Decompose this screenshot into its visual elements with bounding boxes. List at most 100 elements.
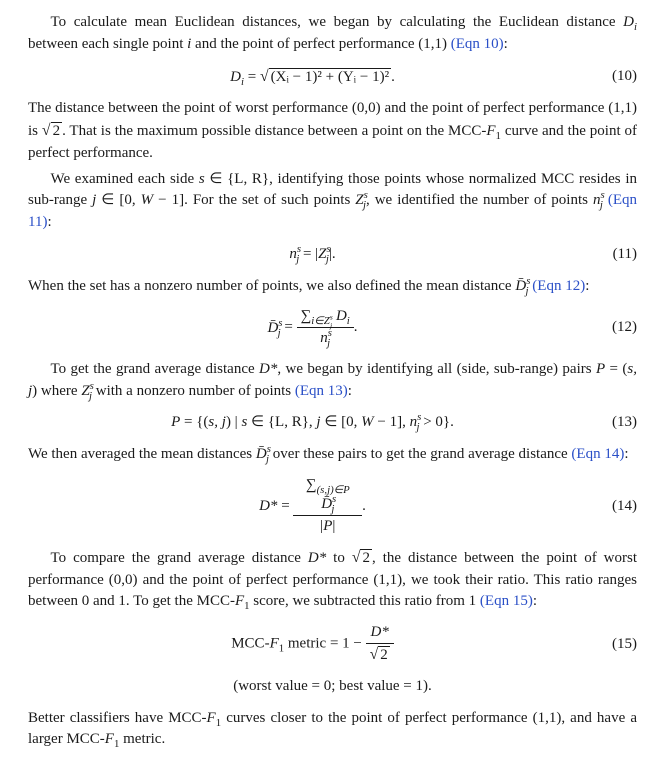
para-compare-ratio: To compare the grand average distance D*… [28,547,637,613]
text: ∈ [0, [96,192,140,208]
eq-number-10: (10) [597,66,637,88]
text: ∈ [0, [321,414,362,430]
sqrt2: 2 [51,122,63,139]
text: Better classifiers have MCC- [28,710,207,726]
text: − 1], [374,414,410,430]
var-Dstar: D* [308,550,326,566]
var-F: F [270,636,279,652]
text: When the set has a nonzero number of poi… [28,278,515,294]
var-Dbar: D̄sj [267,320,280,336]
colon: : [585,278,589,294]
text: To calculate mean Euclidean distances, w… [51,14,624,30]
text: between each single point [28,36,187,52]
var-Dstar: D* [259,361,277,377]
eqref-13: (Eqn 13) [295,383,348,399]
text: = ( [605,361,627,377]
fraction: D* √2 [366,623,394,666]
sum-sub: i∈Zsj [311,315,332,327]
colon: : [47,214,51,230]
var-Z: Zsj [318,246,329,262]
text: to [326,550,352,566]
eq-body: nsj = |Zsj|. [28,244,597,266]
text: metric = 1 − [284,636,365,652]
dot: . [354,320,358,336]
sum-sign: ∑ [301,308,312,324]
lhs: MCC- [231,636,269,652]
para-side-selection: We examined each side s ∈ {L, R}, identi… [28,169,637,234]
eq-body: D̄sj = ∑i∈Zsj Di nsj . [28,307,597,349]
text: We then averaged the mean distances [28,446,256,462]
var-W: W [361,414,374,430]
text: . That is the maximum possible distance … [62,123,486,139]
var-F: F [105,731,114,747]
sub-i: i [634,21,637,33]
var-n: nsj [289,246,299,262]
var-Z: Zsj [355,192,366,208]
eq-number-12: (12) [597,317,637,339]
text: score, we subtracted this ratio from 1 [250,593,480,609]
para-conclusion: Better classifiers have MCC-F1 curves cl… [28,708,637,752]
var-Dbar: D̄sj [321,496,334,512]
fraction: ∑(s,j)∈P D̄sj |P| [293,476,362,537]
var-F: F [207,710,216,726]
text: , we began by identifying all (side, sub… [277,361,596,377]
var-Dstar: D* [259,498,277,514]
var-D: Di [623,14,637,30]
text: We examined each side [51,171,199,187]
text: = {( [180,414,208,430]
para-grand-avg: We then averaged the mean distances D̄sj… [28,444,637,466]
var-Dbar: D̄sj [515,278,528,294]
radical-sign: √ [260,68,269,85]
fraction: ∑i∈Zsj Di nsj [297,307,354,349]
eq15-note: (worst value = 0; best value = 1). [28,676,637,698]
var-F: F [235,593,244,609]
numerator: ∑(s,j)∈P D̄sj [293,476,362,516]
colon: : [533,593,537,609]
sqrt-arg: (Xᵢ − 1)² + (Yᵢ − 1)² [269,68,391,85]
eqref-15: (Eqn 15) [480,593,533,609]
denominator: |P| [293,516,362,537]
var-P: P [596,361,605,377]
eq-number-14: (14) [597,496,637,518]
denominator: nsj [297,328,354,349]
sum-sign: ∑ [306,477,317,493]
para-grand-avg-intro: To get the grand average distance D*, we… [28,359,637,403]
equation-10: Di = √(Xᵢ − 1)² + (Yᵢ − 1)². (10) [28,66,637,89]
numerator: D* [366,623,394,644]
colon: : [624,446,628,462]
denominator: √2 [366,644,394,666]
equation-12: D̄sj = ∑i∈Zsj Di nsj . (12) [28,307,637,349]
equation-15: MCC-F1 metric = 1 − D* √2 (15) [28,623,637,666]
var-Di: Di [332,308,350,324]
eq-number-13: (13) [597,412,637,434]
eq-number-15: (15) [597,634,637,656]
var-Z: Zsj [81,383,92,399]
equation-13: P = {(s, j) | s ∈ {L, R}, j ∈ [0, W − 1]… [28,412,637,434]
equals: = [284,320,296,336]
var-Dbar: D̄sj [256,446,269,462]
var-W: W [141,192,154,208]
var-sj: s, j [208,414,226,430]
equals: = [281,498,293,514]
eq-body: D* = ∑(s,j)∈P D̄sj |P| . [28,476,597,537]
var-n: nsj [593,192,603,208]
text: with a nonzero number of points [92,383,295,399]
dot: . [362,498,366,514]
radical-sign: √ [42,122,51,139]
text: over these pairs to get the grand averag… [269,446,571,462]
var-n: nsj [410,414,420,430]
eqref-10: (Eqn 10) [451,36,504,52]
text: − 1]. For the set of such points [153,192,355,208]
para-max-distance: The distance between the point of worst … [28,98,637,164]
var-P: P [171,414,180,430]
equals: = | [299,246,318,262]
text: , we identified the number of points [366,192,593,208]
colon: : [504,36,508,52]
eq-body: P = {(s, j) | s ∈ {L, R}, j ∈ [0, W − 1]… [28,412,597,434]
numerator: ∑i∈Zsj Di [297,307,354,328]
var-F: F [486,123,495,139]
eq-body: MCC-F1 metric = 1 − D* √2 [28,623,597,666]
text: and the point of perfect performance (1,… [191,36,450,52]
text: ∈ {L, R}, [247,414,316,430]
end: |. [329,246,336,262]
